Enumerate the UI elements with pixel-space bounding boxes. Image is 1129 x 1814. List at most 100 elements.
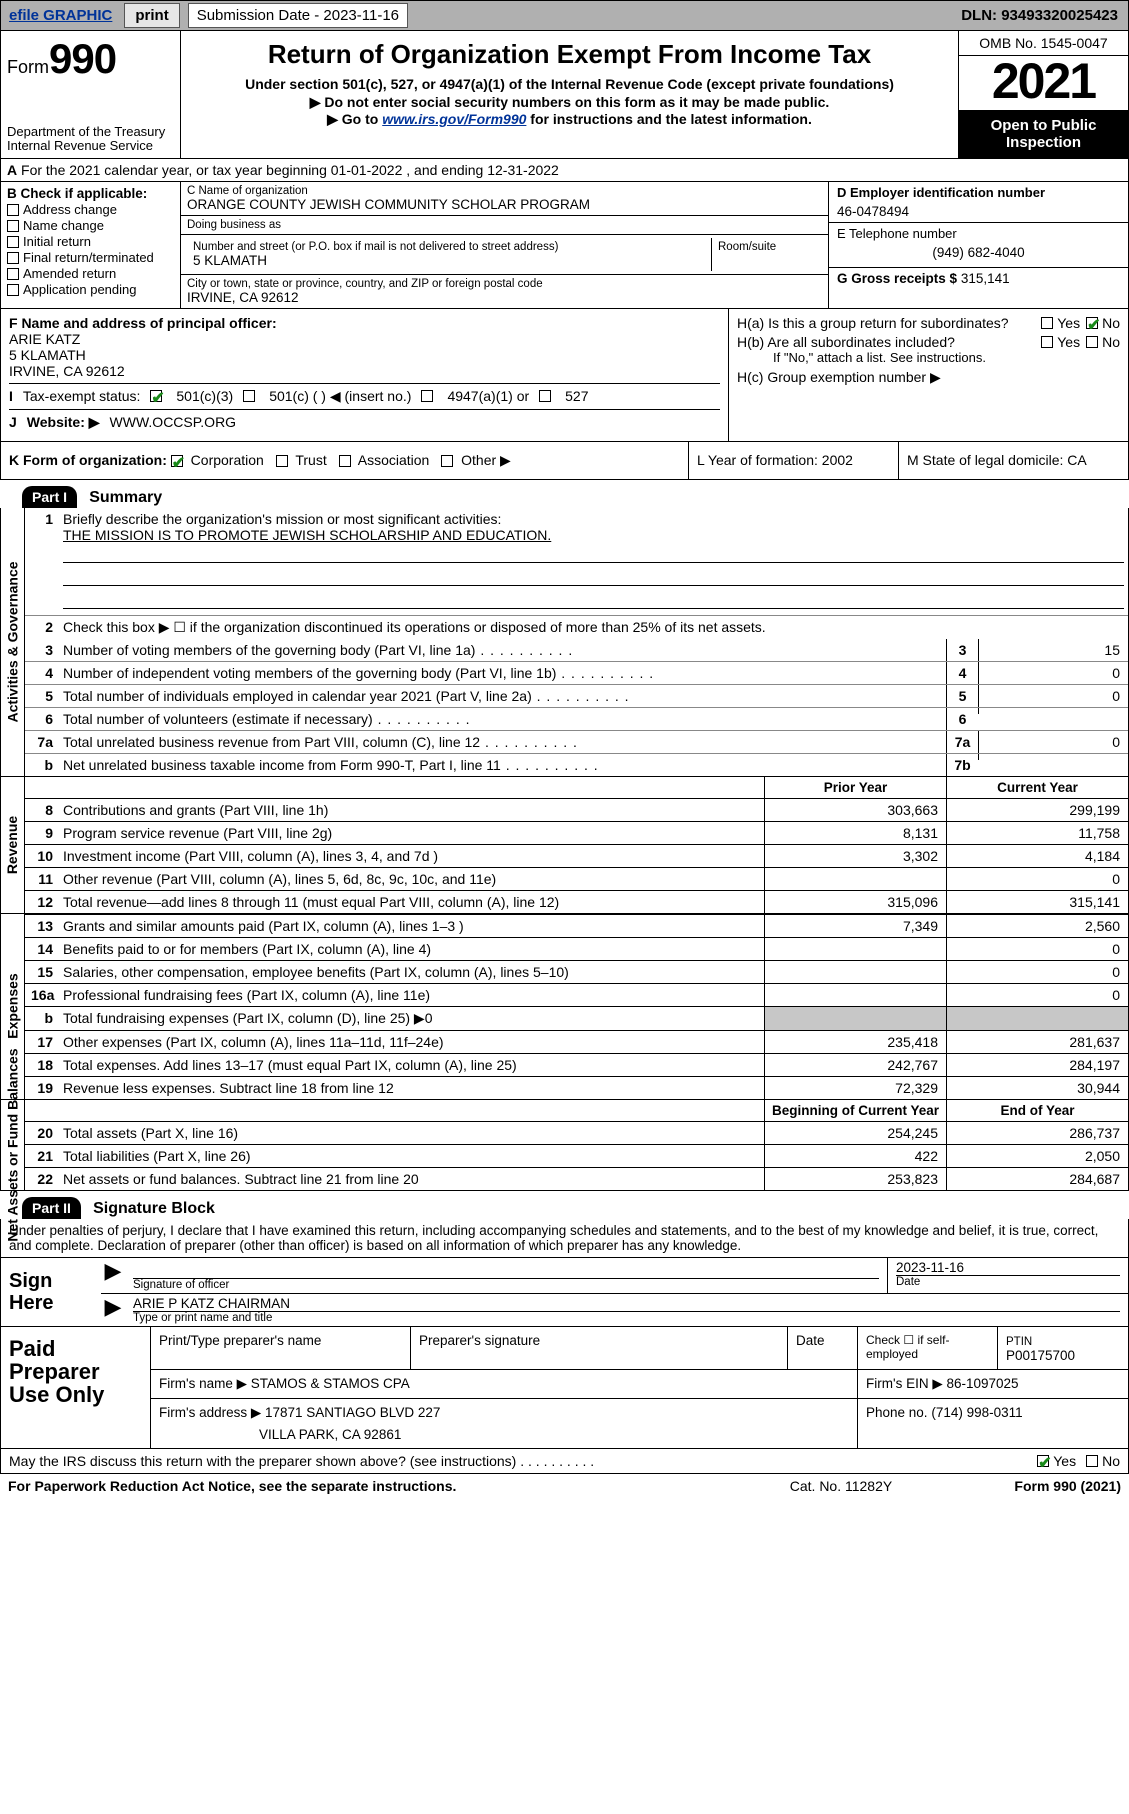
gov-line-7a: 7aTotal unrelated business revenue from … bbox=[25, 730, 1128, 753]
chk-501c[interactable] bbox=[243, 390, 255, 402]
rev-line-8: 8Contributions and grants (Part VIII, li… bbox=[25, 798, 1128, 821]
tax-year: 2021 bbox=[959, 56, 1128, 111]
line-2: Check this box ▶ ☐ if the organization d… bbox=[59, 616, 1128, 639]
ein-value: 46-0478494 bbox=[837, 200, 1120, 219]
row-a-taxyear: A For the 2021 calendar year, or tax yea… bbox=[0, 159, 1129, 182]
subtitle-3: ▶ Go to www.irs.gov/Form990 for instruct… bbox=[189, 111, 950, 128]
chk-amended[interactable]: Amended return bbox=[7, 266, 174, 281]
chk-4947[interactable] bbox=[421, 390, 433, 402]
top-toolbar: efile GRAPHIC print Submission Date - 20… bbox=[0, 0, 1129, 31]
form-title: Return of Organization Exempt From Incom… bbox=[189, 39, 950, 70]
telephone: (949) 682-4040 bbox=[837, 241, 1120, 264]
chk-501c3[interactable] bbox=[150, 390, 162, 402]
gross-receipts: 315,141 bbox=[961, 271, 1010, 286]
rev-line-11: 11Other revenue (Part VIII, column (A), … bbox=[25, 867, 1128, 890]
preparer-sig-cap: Preparer's signature bbox=[411, 1327, 788, 1369]
gross-cap: G Gross receipts $ bbox=[837, 271, 957, 286]
cat-no: Cat. No. 11282Y bbox=[741, 1478, 941, 1494]
exp-line-15: 15Salaries, other compensation, employee… bbox=[25, 960, 1128, 983]
rev-line-9: 9Program service revenue (Part VIII, lin… bbox=[25, 821, 1128, 844]
form-header: Form990 Department of the Treasury Inter… bbox=[0, 31, 1129, 159]
gov-line-6: 6Total number of volunteers (estimate if… bbox=[25, 707, 1128, 730]
chk-other[interactable] bbox=[441, 455, 453, 467]
sig-officer-cap: Signature of officer bbox=[133, 1278, 879, 1291]
firm-addr2: VILLA PARK, CA 92861 bbox=[159, 1421, 849, 1442]
section-expenses: Expenses 13Grants and similar amounts pa… bbox=[0, 914, 1129, 1100]
box-deg: D Employer identification number 46-0478… bbox=[828, 182, 1128, 308]
officer-name: ARIE KATZ bbox=[9, 331, 80, 347]
chk-assoc[interactable] bbox=[339, 455, 351, 467]
net-line-21: 21Total liabilities (Part X, line 26)422… bbox=[25, 1144, 1128, 1167]
tab-expenses: Expenses bbox=[5, 973, 21, 1038]
chk-initial-return[interactable]: Initial return bbox=[7, 234, 174, 249]
year-formation: L Year of formation: 2002 bbox=[688, 442, 898, 479]
form-990-label: Form990 bbox=[7, 35, 174, 83]
addr-cap: Number and street (or P.O. box if mail i… bbox=[193, 241, 705, 253]
sig-date: 2023-11-16 bbox=[896, 1260, 1120, 1275]
exp-line-18: 18Total expenses. Add lines 13–17 (must … bbox=[25, 1053, 1128, 1076]
firm-name: STAMOS & STAMOS CPA bbox=[251, 1376, 410, 1391]
chk-final-return[interactable]: Final return/terminated bbox=[7, 250, 174, 265]
gov-line-b: bNet unrelated business taxable income f… bbox=[25, 753, 1128, 776]
section-revenue: Revenue Prior Year Current Year 8Contrib… bbox=[0, 777, 1129, 914]
firm-phone: (714) 998-0311 bbox=[931, 1405, 1022, 1420]
net-line-22: 22Net assets or fund balances. Subtract … bbox=[25, 1167, 1128, 1190]
form-ref: Form 990 (2021) bbox=[941, 1478, 1121, 1494]
chk-app-pending[interactable]: Application pending bbox=[7, 282, 174, 297]
officer-addr1: 5 KLAMATH bbox=[9, 347, 86, 363]
state-domicile: M State of legal domicile: CA bbox=[898, 442, 1128, 479]
row-j: J Website: ▶ WWW.OCCSP.ORG bbox=[9, 409, 720, 431]
firm-ein: 86-1097025 bbox=[946, 1376, 1018, 1391]
firm-addr1: 17871 SANTIAGO BLVD 227 bbox=[265, 1405, 440, 1420]
chk-corp[interactable] bbox=[171, 455, 183, 467]
gov-line-5: 5Total number of individuals employed in… bbox=[25, 684, 1128, 707]
preparer-name-cap: Print/Type preparer's name bbox=[151, 1327, 411, 1369]
chk-trust[interactable] bbox=[276, 455, 288, 467]
self-employed-chk[interactable]: Check ☐ if self-employed bbox=[858, 1327, 998, 1369]
chk-527[interactable] bbox=[539, 390, 551, 402]
city-cap: City or town, state or province, country… bbox=[187, 278, 822, 290]
hdr-end-year: End of Year bbox=[946, 1100, 1128, 1121]
part1-badge: Part I bbox=[22, 486, 77, 508]
part-2: Part II Signature Block bbox=[0, 1191, 1129, 1219]
subtitle-2: ▶ Do not enter social security numbers o… bbox=[189, 94, 950, 111]
hdr-current-year: Current Year bbox=[946, 777, 1128, 798]
rev-line-10: 10Investment income (Part VIII, column (… bbox=[25, 844, 1128, 867]
preparer-date-cap: Date bbox=[788, 1327, 858, 1369]
signature-block: Under penalties of perjury, I declare th… bbox=[0, 1219, 1129, 1449]
exp-line-b: bTotal fundraising expenses (Part IX, co… bbox=[25, 1006, 1128, 1030]
tel-cap: E Telephone number bbox=[837, 226, 1120, 241]
net-line-20: 20Total assets (Part X, line 16)254,2452… bbox=[25, 1121, 1128, 1144]
street-address: 5 KLAMATH bbox=[193, 253, 705, 268]
part2-title: Signature Block bbox=[85, 1200, 215, 1217]
irs-link[interactable]: www.irs.gov/Form990 bbox=[382, 111, 526, 127]
discuss-no[interactable] bbox=[1086, 1455, 1098, 1467]
sign-here-label: Sign Here bbox=[1, 1258, 101, 1326]
hdr-begin-year: Beginning of Current Year bbox=[764, 1100, 946, 1121]
hb-no[interactable] bbox=[1086, 336, 1098, 348]
sig-name-cap: Type or print name and title bbox=[133, 1311, 1120, 1324]
chk-name-change[interactable]: Name change bbox=[7, 218, 174, 233]
submission-date: Submission Date - 2023-11-16 bbox=[188, 3, 408, 28]
org-name: ORANGE COUNTY JEWISH COMMUNITY SCHOLAR P… bbox=[187, 197, 822, 212]
ha-yes[interactable] bbox=[1041, 317, 1053, 329]
h-note: If "No," attach a list. See instructions… bbox=[737, 350, 1120, 365]
tab-net-assets: Net Assets or Fund Balances bbox=[5, 1048, 21, 1241]
efile-link[interactable]: efile GRAPHIC bbox=[1, 3, 120, 28]
tab-governance: Activities & Governance bbox=[5, 561, 21, 722]
dln-label: DLN: 93493320025423 bbox=[961, 7, 1128, 24]
print-button[interactable]: print bbox=[124, 3, 179, 28]
mission-text: THE MISSION IS TO PROMOTE JEWISH SCHOLAR… bbox=[63, 527, 551, 543]
box-h: H(a) Is this a group return for subordin… bbox=[728, 309, 1128, 441]
section-governance: Activities & Governance 1 Briefly descri… bbox=[0, 508, 1129, 777]
open-public-badge: Open to Public Inspection bbox=[959, 111, 1128, 158]
hb-yes[interactable] bbox=[1041, 336, 1053, 348]
exp-line-19: 19Revenue less expenses. Subtract line 1… bbox=[25, 1076, 1128, 1099]
sig-date-cap: Date bbox=[896, 1275, 1120, 1288]
website-value: WWW.OCCSP.ORG bbox=[110, 414, 237, 430]
discuss-yes[interactable] bbox=[1037, 1455, 1049, 1467]
chk-address-change[interactable]: Address change bbox=[7, 202, 174, 217]
discuss-row: May the IRS discuss this return with the… bbox=[0, 1449, 1129, 1474]
dba-cap: Doing business as bbox=[187, 219, 822, 231]
ha-no[interactable] bbox=[1086, 317, 1098, 329]
